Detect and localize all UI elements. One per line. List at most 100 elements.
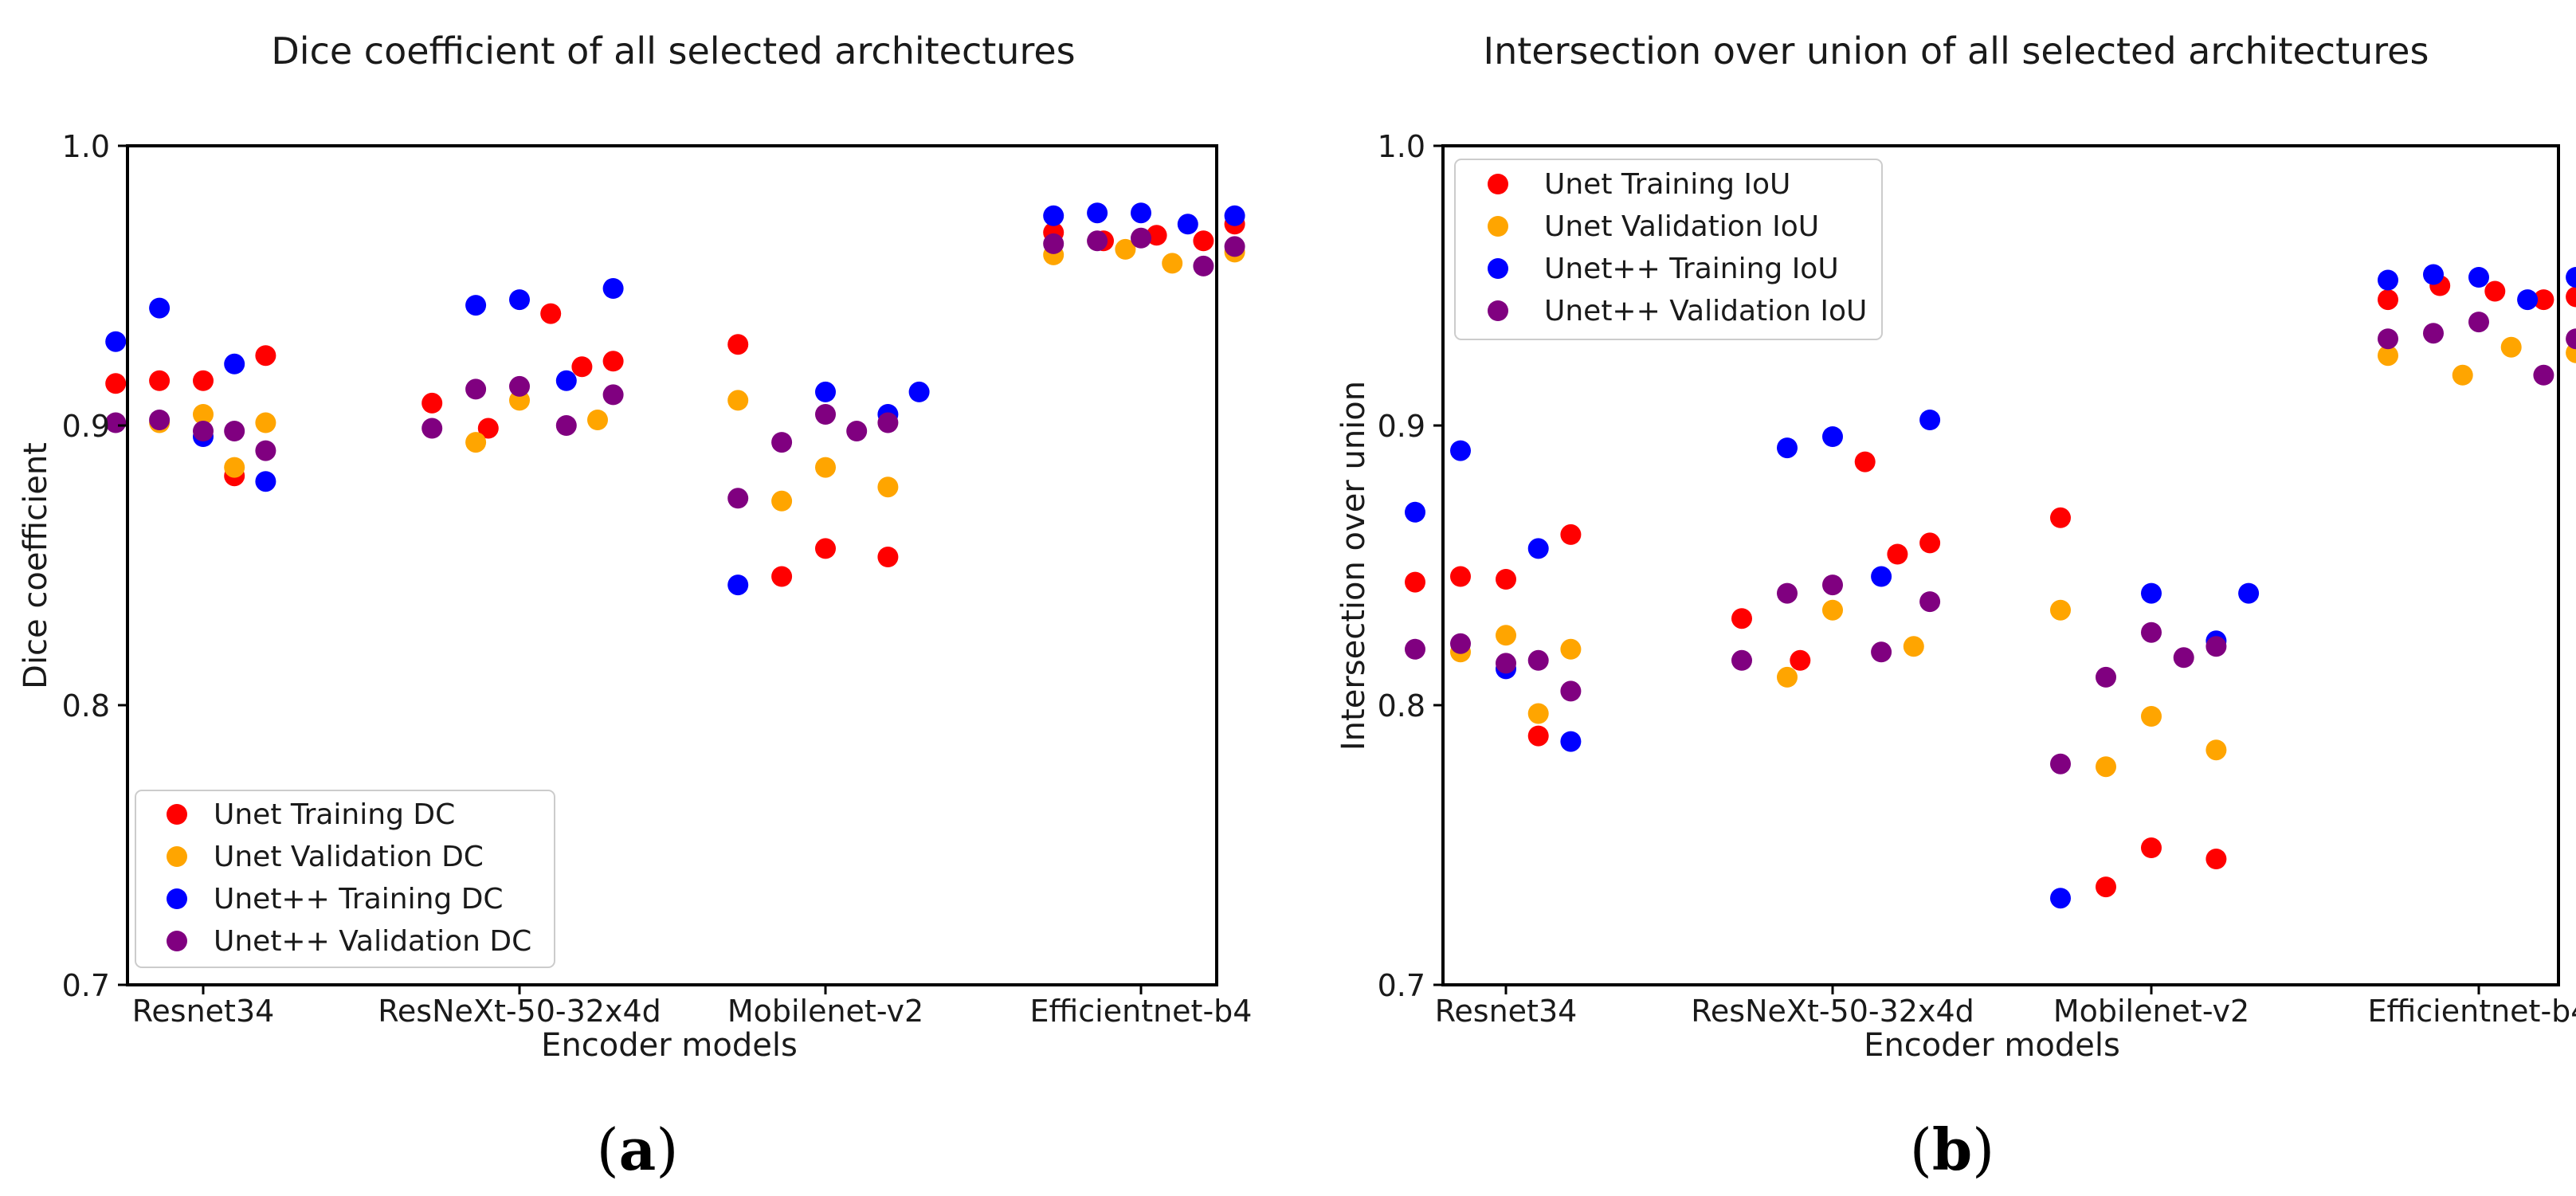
data-point-unetpp-training: [1777, 437, 1798, 459]
data-point-unet-training: [877, 547, 899, 567]
data-point-unetpp-training: [1043, 205, 1065, 226]
data-point-unet-training: [815, 538, 836, 559]
data-point-unetpp-training: [1087, 202, 1108, 224]
panel-b-chart: Intersection over union of all selected …: [1335, 29, 2576, 1183]
data-point-unet-validation: [587, 410, 608, 430]
data-point-unetpp-training: [1224, 205, 1245, 226]
data-point-unet-training: [2566, 286, 2576, 308]
y-tick-label: 1.0: [62, 129, 110, 164]
data-point-unetpp-validation: [2173, 647, 2194, 669]
y-tick-label: 0.8: [62, 688, 110, 723]
data-point-unetpp-training: [602, 278, 624, 299]
legend-marker-unetpp-training: [1488, 258, 1508, 279]
data-point-unet-training: [1854, 451, 1876, 473]
data-point-unet-validation: [771, 490, 793, 512]
data-point-unetpp-training: [224, 353, 245, 374]
data-point-unetpp-validation: [105, 412, 127, 433]
data-point-unet-validation: [1822, 599, 1843, 621]
data-point-unetpp-training: [555, 370, 577, 391]
data-point-unet-training: [540, 303, 562, 324]
data-point-unetpp-training: [255, 471, 276, 492]
data-point-unet-validation: [1115, 238, 1136, 260]
data-point-unet-training: [149, 370, 171, 391]
data-point-unetpp-training: [1131, 202, 1151, 224]
panel-b-legend: Unet Training IoU Unet Validation IoU Un…: [1454, 159, 1883, 340]
data-point-unet-validation: [2205, 739, 2227, 761]
data-point-unet-training: [571, 356, 593, 378]
data-point-unetpp-validation: [1131, 227, 1151, 249]
data-point-unet-training: [1919, 532, 1941, 554]
data-point-unetpp-validation: [193, 421, 214, 441]
data-point-unetpp-validation: [1043, 233, 1065, 254]
data-point-unetpp-training: [1560, 731, 1582, 752]
data-point-unet-training: [1405, 571, 1425, 593]
panel-a-x-axis: Resnet34 ResNeXt-50-32x4d Mobilenet-v2 E…: [132, 985, 1253, 1064]
data-point-unetpp-validation: [2378, 328, 2398, 350]
data-point-unet-validation: [1527, 703, 1549, 724]
data-point-unetpp-training: [149, 297, 171, 319]
data-point-unetpp-validation: [1450, 633, 1471, 654]
data-point-unetpp-validation: [1496, 653, 1516, 674]
data-point-unetpp-validation: [1087, 230, 1108, 252]
data-point-unetpp-validation: [2468, 312, 2489, 333]
data-point-unetpp-training: [2423, 264, 2444, 285]
panel-a-chart: Dice coefficient of all selected archite…: [18, 29, 1252, 1183]
data-point-unet-validation: [1162, 253, 1183, 274]
data-point-unet-training: [2141, 837, 2162, 858]
data-point-unetpp-training: [908, 381, 930, 402]
data-point-unetpp-training: [2238, 582, 2260, 604]
y-tick-label: 0.7: [62, 968, 110, 1003]
y-tick-label: 0.9: [1378, 409, 1425, 444]
panel-a-legend: Unet Training DC Unet Validation DC Unet…: [135, 790, 555, 968]
panel-label-open: (: [1910, 1116, 1932, 1183]
legend-label: Unet Validation DC: [214, 841, 484, 873]
data-point-unetpp-validation: [421, 418, 443, 439]
data-point-unetpp-validation: [149, 410, 171, 430]
data-point-unet-training: [1450, 566, 1471, 587]
data-point-unet-training: [255, 345, 276, 367]
y-tick-label: 0.7: [1378, 968, 1425, 1003]
data-point-unetpp-validation: [1731, 649, 1752, 671]
panel-label-open: (: [597, 1116, 619, 1183]
data-point-unet-validation: [465, 432, 487, 453]
legend-marker-unetpp-validation: [1488, 300, 1508, 321]
data-point-unetpp-training: [2566, 267, 2576, 288]
data-point-unet-training: [421, 392, 443, 414]
data-point-unetpp-training: [1177, 214, 1198, 235]
data-point-unetpp-validation: [2566, 328, 2576, 350]
data-point-unet-validation: [1560, 638, 1582, 660]
data-point-unetpp-validation: [2096, 666, 2116, 688]
data-point-unet-training: [1527, 725, 1549, 747]
data-point-unet-validation: [1777, 666, 1798, 688]
data-point-unet-training: [2050, 507, 2071, 528]
panel-label-close: ): [656, 1116, 678, 1183]
legend-label: Unet++ Validation DC: [214, 925, 531, 958]
x-tick-label: Efficientnet-b4: [1030, 994, 1253, 1029]
data-point-unetpp-training: [1450, 440, 1471, 461]
data-point-unet-training: [1560, 523, 1582, 545]
legend-label: Unet Validation IoU: [1544, 210, 1819, 243]
data-point-unetpp-training: [815, 381, 836, 402]
data-point-unet-validation: [727, 390, 749, 411]
data-point-unetpp-validation: [877, 412, 899, 433]
data-point-unet-training: [193, 370, 214, 391]
data-point-unet-validation: [255, 412, 276, 433]
legend-frame: [1454, 159, 1883, 340]
data-point-unet-training: [2533, 289, 2554, 311]
data-point-unet-validation: [193, 404, 214, 425]
data-point-unet-validation: [2452, 364, 2473, 386]
legend-frame: [135, 790, 555, 968]
panel-b-points: [1405, 264, 2576, 909]
data-point-unet-training: [602, 351, 624, 372]
data-point-unetpp-training: [2468, 267, 2489, 288]
panel-label-letter: a: [619, 1116, 657, 1183]
data-point-unetpp-validation: [465, 378, 487, 400]
legend-label: Unet Training IoU: [1544, 168, 1790, 201]
panel-b-x-axis-label: Encoder models: [1864, 1027, 2120, 1064]
panel-label-close: ): [1972, 1116, 1994, 1183]
data-point-unetpp-validation: [255, 440, 276, 461]
data-point-unetpp-training: [727, 574, 749, 596]
data-point-unetpp-validation: [2423, 323, 2444, 344]
legend-marker-unet-validation: [1488, 216, 1508, 237]
